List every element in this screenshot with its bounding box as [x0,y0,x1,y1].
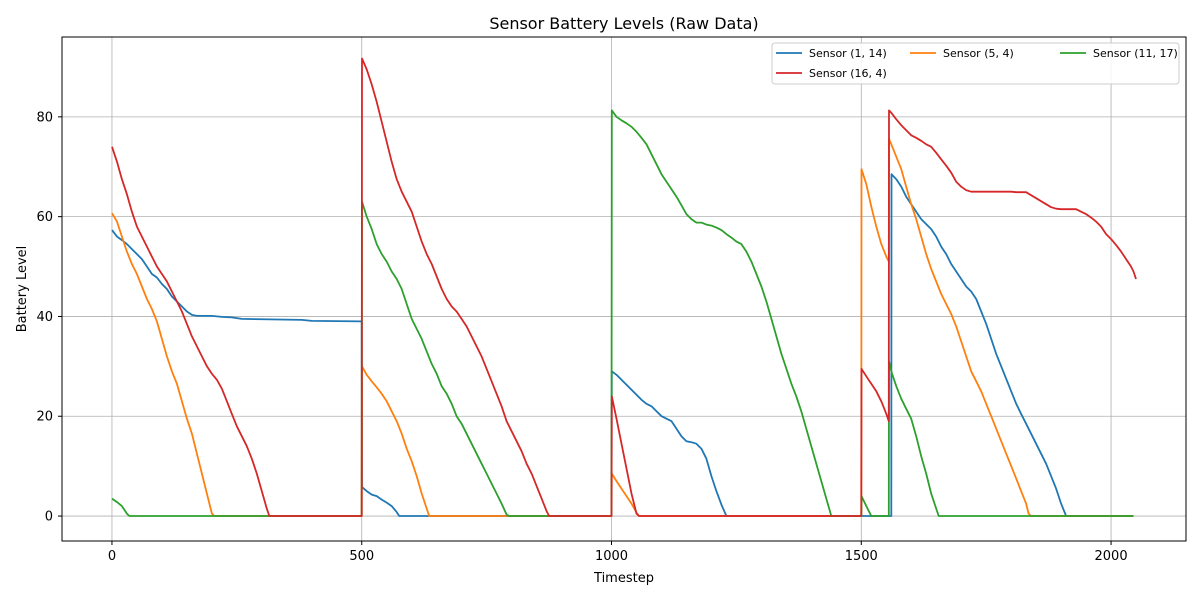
series-line-1 [111,173,1134,517]
y-tick-label: 20 [36,410,53,425]
x-tick-label: 2000 [1095,549,1128,564]
plot-frame [61,36,1187,542]
x-tick-label: 0 [108,549,116,564]
series-line-4 [111,57,1137,517]
y-tick-label: 0 [45,510,53,525]
chart-title: Sensor Battery Levels (Raw Data) [489,14,758,33]
x-axis-label: Timestep [593,571,654,586]
x-tick-label: 500 [349,549,374,564]
x-tick-label: 1000 [595,549,628,564]
legend-label-1: Sensor (1, 14) [809,47,887,60]
y-axis-label: Battery Level [15,246,30,333]
y-tick-label: 80 [36,110,53,125]
legend-label-2: Sensor (5, 4) [943,47,1014,60]
x-tick-label: 1500 [845,549,878,564]
legend-label-3: Sensor (11, 17) [1093,47,1178,60]
y-axis-ticks: 0 20 40 60 80 [36,110,62,525]
series-line-2 [111,138,1134,517]
legend: Sensor (1, 14) Sensor (5, 4) Sensor (11, 1… [771,42,1180,85]
y-tick-label: 60 [36,210,53,225]
legend-label-4: Sensor (16, 4) [809,67,887,80]
x-axis-ticks: 0 500 1000 1500 2000 [108,541,1128,564]
y-tick-label: 40 [36,310,53,325]
plot-lines [111,57,1137,517]
